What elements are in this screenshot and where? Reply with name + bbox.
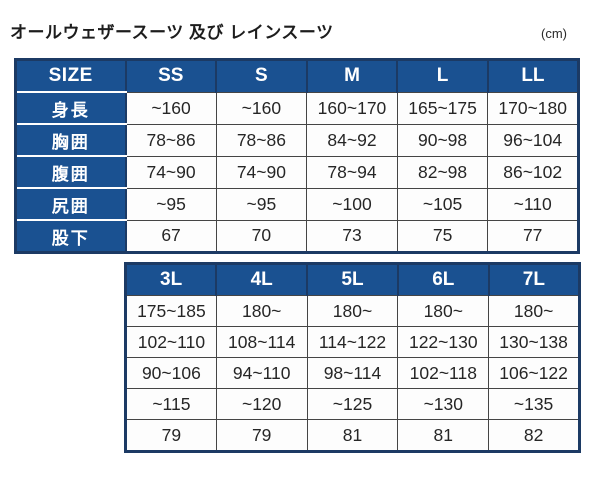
table-cell: ~100 [306, 187, 398, 221]
column-header-4l: 4L [215, 263, 309, 296]
unit-label: (cm) [541, 26, 567, 41]
table-row-hip: 尻囲 ~95 ~95 ~100 ~105 ~110 [15, 187, 579, 221]
page-title: オールウェザースーツ 及び レインスーツ [10, 23, 334, 42]
table-cell: ~105 [396, 187, 489, 221]
table-cell: 81 [306, 419, 399, 452]
table-row-inseam: 股下 67 70 73 75 77 [15, 219, 579, 254]
table-cell: 90~98 [396, 123, 489, 157]
size-table-ss-ll: SIZE SS S M L LL 身長 ~160 ~160 160~170 16… [14, 58, 580, 254]
column-header-5l: 5L [306, 263, 399, 296]
table-cell: 74~90 [125, 155, 217, 189]
table-cell: ~95 [125, 187, 217, 221]
table-cell: 79 [125, 419, 217, 452]
table-cell: 160~170 [306, 91, 398, 125]
table-cell: 98~114 [306, 357, 399, 389]
table-cell: ~130 [397, 388, 490, 420]
table-cell: 180~ [488, 295, 580, 327]
column-header-3l: 3L [124, 263, 218, 296]
table-header-row: 3L 4L 5L 6L 7L [124, 263, 581, 296]
table-cell: 78~86 [215, 123, 308, 157]
table-cell: 180~ [397, 295, 490, 327]
column-header-m: M [305, 59, 399, 92]
table-cell: ~120 [215, 388, 308, 420]
table-cell: 74~90 [215, 155, 308, 189]
table-cell: 106~122 [488, 357, 580, 389]
size-table-3l-7l: 3L 4L 5L 6L 7L 175~185 180~ 180~ 180~ 18… [124, 262, 581, 453]
table-cell: 90~106 [125, 357, 217, 389]
table-cell: 165~175 [396, 91, 489, 125]
row-label-waist: 腹囲 [15, 156, 127, 189]
table-cell: ~160 [125, 91, 217, 125]
table-cell: 102~110 [125, 326, 217, 358]
table-cell: 94~110 [215, 357, 308, 389]
column-header-7l: 7L [487, 263, 581, 296]
table-row-height: 身長 ~160 ~160 160~170 165~175 170~180 [15, 91, 579, 125]
column-header-6l: 6L [396, 263, 490, 296]
table-cell: 86~102 [487, 155, 579, 189]
column-header-size: SIZE [15, 59, 127, 93]
table-cell: 81 [397, 419, 490, 452]
table-cell: 75 [396, 219, 489, 253]
table-cell: 82 [488, 419, 580, 452]
table-cell: 108~114 [215, 326, 308, 358]
table-cell: 175~185 [125, 295, 217, 327]
table-cell: 122~130 [397, 326, 490, 358]
table-cell: 84~92 [306, 123, 398, 157]
row-label-hip: 尻囲 [15, 188, 127, 221]
table-cell: ~115 [125, 388, 217, 420]
table-cell: ~160 [215, 91, 308, 125]
table-cell: 78~94 [306, 155, 398, 189]
table-row-inseam: 79 79 81 81 82 [125, 419, 580, 452]
table-cell: 114~122 [306, 326, 399, 358]
column-header-ss: SS [124, 59, 218, 92]
table-cell: 130~138 [488, 326, 580, 358]
column-header-ll: LL [486, 59, 580, 92]
table-row-waist: 腹囲 74~90 74~90 78~94 82~98 86~102 [15, 155, 579, 189]
table-cell: ~95 [215, 187, 308, 221]
table-header-row: SIZE SS S M L LL [15, 59, 580, 93]
table-cell: 96~104 [487, 123, 579, 157]
table-cell: 79 [215, 419, 308, 452]
table-row-chest: 胸囲 78~86 78~86 84~92 90~98 96~104 [15, 123, 579, 157]
column-header-s: S [215, 59, 308, 92]
titlebar: オールウェザースーツ 及び レインスーツ (cm) [0, 0, 600, 43]
row-label-height: 身長 [15, 92, 127, 125]
row-label-inseam: 股下 [15, 220, 127, 254]
table-cell: 82~98 [396, 155, 489, 189]
table-cell: 77 [487, 219, 579, 253]
row-label-chest: 胸囲 [15, 124, 127, 157]
table-row-chest: 102~110 108~114 114~122 122~130 130~138 [125, 326, 580, 358]
column-header-l: L [396, 59, 489, 92]
table-cell: 78~86 [125, 123, 217, 157]
table-cell: 73 [306, 219, 398, 253]
table-row-height: 175~185 180~ 180~ 180~ 180~ [125, 295, 580, 327]
table-cell: 70 [215, 219, 308, 253]
table-cell: 102~118 [397, 357, 490, 389]
table-cell: ~125 [306, 388, 399, 420]
table-cell: 67 [125, 219, 217, 253]
table-row-hip: ~115 ~120 ~125 ~130 ~135 [125, 388, 580, 420]
table-cell: ~135 [488, 388, 580, 420]
table-cell: 180~ [306, 295, 399, 327]
table-row-waist: 90~106 94~110 98~114 102~118 106~122 [125, 357, 580, 389]
table-cell: 170~180 [487, 91, 579, 125]
table-cell: ~110 [487, 187, 579, 221]
table-cell: 180~ [215, 295, 308, 327]
